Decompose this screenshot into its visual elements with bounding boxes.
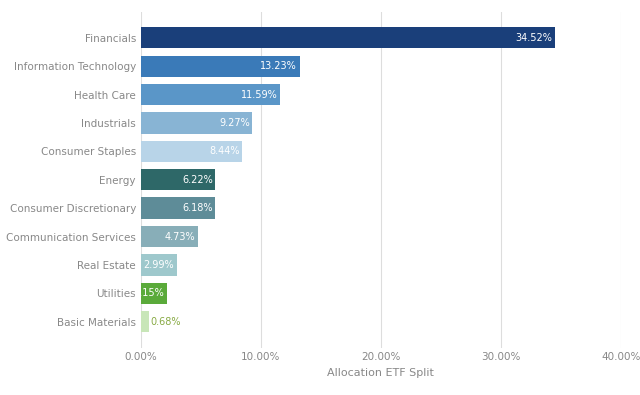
Text: 8.44%: 8.44% (209, 146, 240, 156)
Text: 6.22%: 6.22% (182, 175, 213, 185)
Text: 34.52%: 34.52% (516, 33, 553, 43)
Bar (141, 254, 177, 276)
Text: 2.99%: 2.99% (143, 260, 174, 270)
Bar (141, 226, 198, 247)
Bar (141, 141, 242, 162)
Text: 11.59%: 11.59% (241, 90, 278, 100)
Text: 9.27%: 9.27% (219, 118, 250, 128)
Bar (141, 283, 166, 304)
Text: 4.73%: 4.73% (164, 231, 195, 241)
Text: 13.23%: 13.23% (260, 61, 297, 71)
Bar (141, 27, 555, 49)
Bar (141, 112, 252, 134)
Bar (141, 84, 280, 105)
Text: 6.18%: 6.18% (182, 203, 212, 213)
Bar (141, 311, 149, 332)
Text: 0.68%: 0.68% (151, 317, 181, 327)
Bar (141, 198, 215, 219)
Bar (141, 169, 216, 190)
Bar (141, 56, 300, 77)
X-axis label: Allocation ETF Split: Allocation ETF Split (328, 368, 434, 378)
Text: 2.15%: 2.15% (134, 288, 164, 298)
